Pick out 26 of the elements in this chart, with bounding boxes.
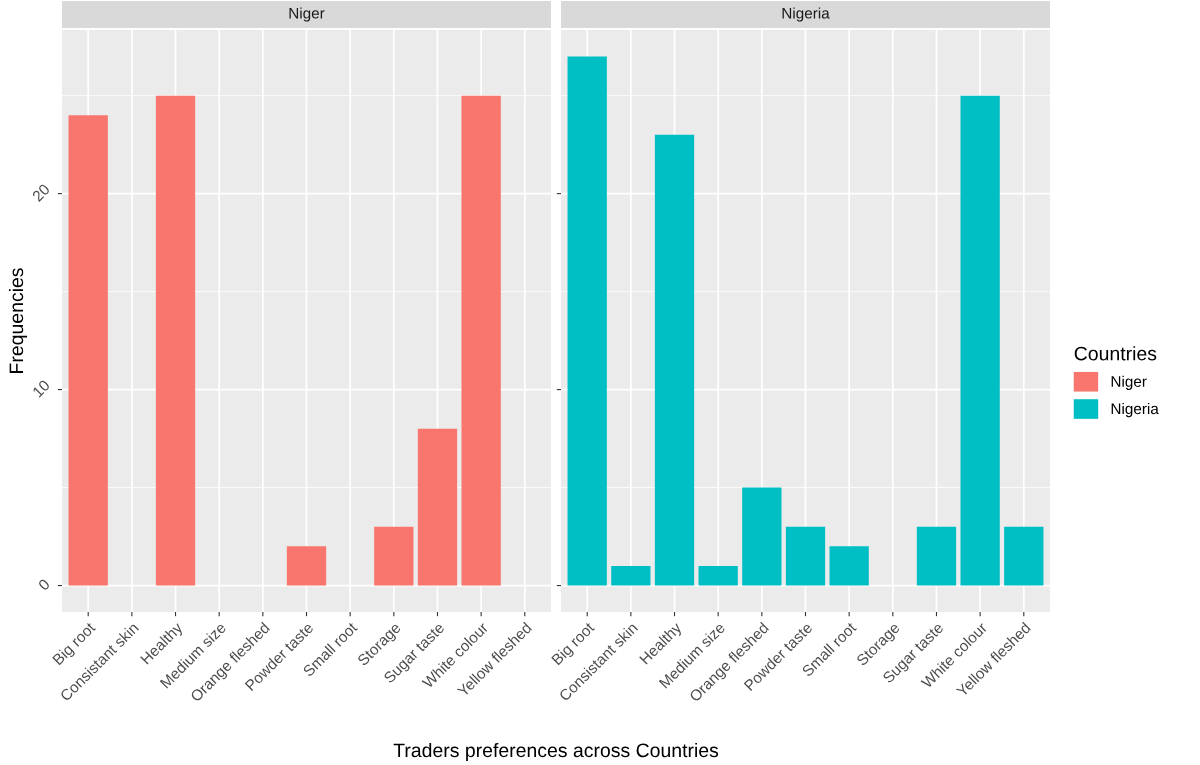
bar: [461, 95, 501, 586]
chart-title: Nigeria: [782, 7, 830, 22]
bar: [68, 115, 108, 586]
bar: [698, 565, 738, 586]
legend-label: Niger: [1111, 375, 1147, 390]
bar: [286, 546, 327, 586]
bar: [916, 526, 957, 586]
chart-title: Niger: [289, 7, 325, 22]
bar: [829, 546, 869, 586]
bar: [960, 95, 1000, 586]
bar: [742, 487, 782, 586]
legend-title: Countries: [1074, 346, 1157, 361]
bar: [417, 428, 458, 586]
legend-label: Nigeria: [1111, 402, 1159, 418]
y-tick-label: 20: [31, 183, 51, 202]
x-axis-title: Traders preferences across Countries: [393, 742, 719, 762]
bar: [1004, 526, 1044, 586]
y-axis-title: Frequencies: [8, 268, 28, 373]
bar: [785, 526, 826, 586]
bar: [611, 565, 651, 586]
bar: [654, 134, 695, 586]
bar: [567, 56, 607, 586]
y-tick-label: 10: [32, 379, 51, 398]
bar: [155, 95, 196, 586]
y-tick-label: 0: [37, 578, 51, 592]
bar: [374, 526, 414, 586]
